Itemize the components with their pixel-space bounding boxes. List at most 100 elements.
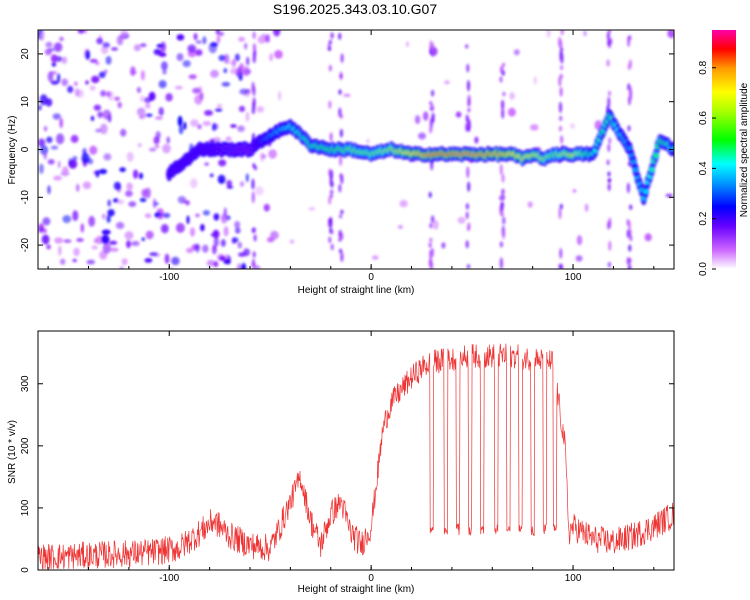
streak-blob xyxy=(251,81,255,94)
noise-blob xyxy=(230,68,239,75)
noise-blob xyxy=(109,240,118,245)
streak-blob xyxy=(560,30,564,36)
streak-blob xyxy=(628,35,632,41)
streak-blob xyxy=(328,100,332,109)
noise-blob xyxy=(255,186,264,196)
colorbar-tick-label: 0.0 xyxy=(698,262,709,276)
noise-blob xyxy=(194,243,201,253)
streak-blob xyxy=(338,236,342,242)
noise-blob xyxy=(154,144,160,149)
streak-blob xyxy=(626,229,630,239)
noise-blob xyxy=(441,242,446,249)
noise-blob xyxy=(187,44,197,53)
y-tick-label: 0 xyxy=(20,567,31,573)
noise-blob xyxy=(97,111,103,118)
noise-blob xyxy=(86,259,96,265)
noise-blob xyxy=(165,93,173,102)
noise-blob xyxy=(101,45,109,55)
streak-blob xyxy=(559,86,563,97)
streak-blob xyxy=(465,240,469,249)
noise-blob xyxy=(188,74,197,80)
noise-blob xyxy=(100,123,108,135)
noise-blob xyxy=(81,153,90,164)
streak-blob xyxy=(558,101,563,113)
streak-blob xyxy=(465,44,469,49)
noise-blob xyxy=(140,70,145,81)
streak-blob xyxy=(339,113,343,119)
x-tick-label: 100 xyxy=(565,573,582,584)
streak-blob xyxy=(466,264,471,269)
noise-blob xyxy=(54,237,64,244)
noise-blob xyxy=(62,215,72,224)
noise-blob xyxy=(156,44,164,48)
noise-blob xyxy=(46,244,51,250)
streak-blob xyxy=(340,209,344,215)
noise-blob xyxy=(185,200,190,206)
streak-blob xyxy=(330,32,334,39)
noise-blob xyxy=(572,189,577,193)
noise-blob xyxy=(137,143,142,148)
streak-blob xyxy=(339,154,343,167)
noise-blob xyxy=(154,116,163,120)
ridge-core xyxy=(653,153,658,158)
streak-blob xyxy=(626,182,631,194)
noise-blob xyxy=(237,125,245,132)
noise-blob xyxy=(193,33,198,41)
streak-blob xyxy=(431,215,435,223)
streak-blob xyxy=(429,222,433,229)
noise-blob xyxy=(47,185,51,195)
noise-blob xyxy=(61,56,68,64)
streak-blob xyxy=(429,256,433,269)
streak-blob xyxy=(606,159,610,166)
noise-blob xyxy=(96,37,103,45)
noise-blob xyxy=(58,245,62,256)
streak-blob xyxy=(500,201,504,212)
noise-blob xyxy=(139,197,147,203)
noise-blob xyxy=(61,78,69,87)
noise-blob xyxy=(41,234,50,245)
streak-blob xyxy=(430,247,434,258)
streak-blob xyxy=(499,164,503,176)
ridge-core xyxy=(633,167,638,173)
noise-blob xyxy=(95,61,100,65)
spectrogram-x-label: Height of straight line (km) xyxy=(298,285,415,296)
noise-blob xyxy=(161,61,168,71)
noise-blob xyxy=(88,215,96,227)
noise-blob xyxy=(111,47,118,51)
noise-blob xyxy=(241,262,247,269)
noise-blob xyxy=(200,223,205,232)
streak-blob xyxy=(607,90,612,97)
streak-blob xyxy=(339,73,343,79)
noise-blob xyxy=(190,119,199,127)
colorbar-label: Normalized spectral amplitude xyxy=(739,82,750,217)
noise-blob xyxy=(234,53,240,62)
y-tick-label: 200 xyxy=(20,437,31,454)
streak-blob xyxy=(329,227,333,234)
noise-blob xyxy=(74,81,78,86)
noise-blob xyxy=(192,87,201,94)
noise-blob xyxy=(38,104,42,111)
streak-blob xyxy=(466,166,470,179)
noise-blob xyxy=(266,237,275,243)
noise-blob xyxy=(158,52,167,57)
noise-blob xyxy=(85,49,90,60)
noise-blob xyxy=(239,88,248,95)
noise-blob xyxy=(140,43,147,48)
noise-blob xyxy=(244,42,248,50)
streak-blob xyxy=(627,161,632,167)
noise-blob xyxy=(89,59,98,63)
noise-blob xyxy=(182,60,191,68)
streak-blob xyxy=(559,115,563,122)
noise-blob xyxy=(206,259,216,267)
streak-blob xyxy=(431,89,435,97)
streak-blob xyxy=(465,211,469,220)
noise-blob xyxy=(74,88,80,97)
noise-blob xyxy=(91,245,98,250)
streak-blob xyxy=(339,128,343,138)
noise-blob xyxy=(98,71,106,79)
snr-frame xyxy=(37,330,675,571)
noise-blob xyxy=(130,66,136,77)
noise-blob xyxy=(220,215,227,221)
streak-blob xyxy=(328,195,332,205)
